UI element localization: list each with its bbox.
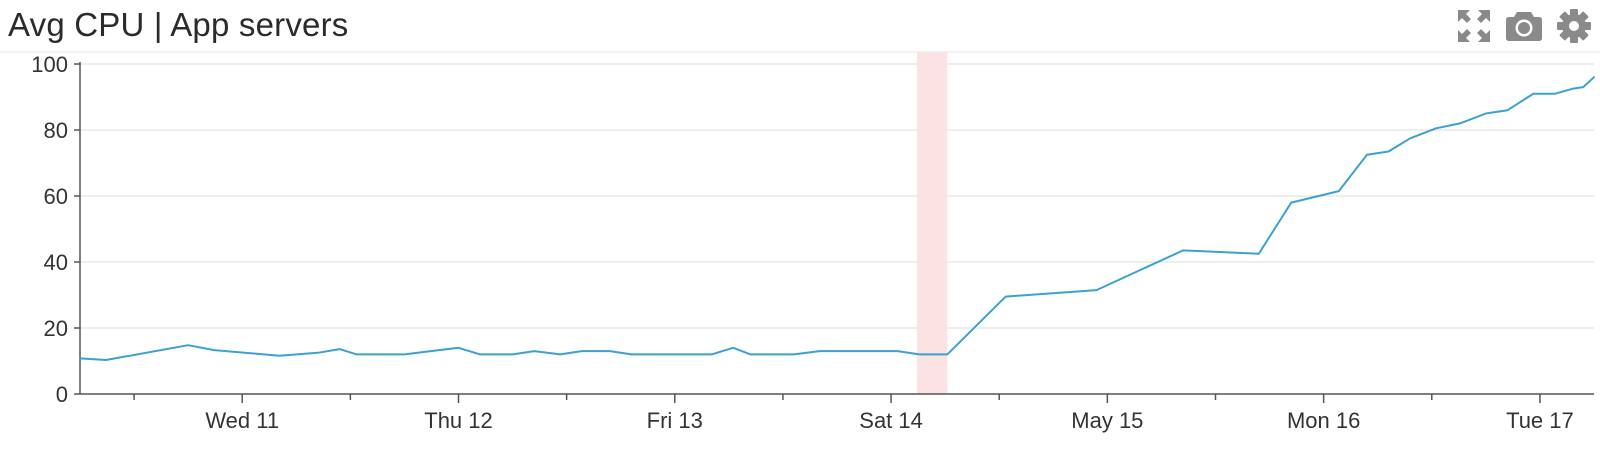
widget-header: Avg CPU | App servers [0, 0, 1600, 52]
x-tick-label: May 15 [1071, 408, 1143, 433]
data-point[interactable] [579, 348, 585, 354]
snapshot-button[interactable] [1504, 6, 1544, 46]
data-point[interactable] [1504, 107, 1510, 113]
data-point[interactable] [1580, 84, 1586, 90]
data-point[interactable] [895, 348, 901, 354]
settings-button[interactable] [1554, 6, 1594, 46]
data-point[interactable] [730, 345, 736, 351]
data-point[interactable] [1483, 111, 1489, 117]
data-point[interactable] [1386, 148, 1392, 154]
data-point[interactable] [77, 355, 83, 361]
data-point[interactable] [1433, 125, 1439, 131]
data-point[interactable] [1094, 287, 1100, 293]
data-point[interactable] [1457, 120, 1463, 126]
highlight-band [917, 52, 948, 394]
data-point[interactable] [401, 351, 407, 357]
data-point[interactable] [337, 346, 343, 352]
data-point[interactable] [1591, 74, 1597, 80]
y-tick-label: 80 [44, 118, 68, 143]
data-point[interactable] [456, 345, 462, 351]
data-point[interactable] [103, 357, 109, 363]
data-point[interactable] [607, 348, 613, 354]
y-tick-labels: 0 20 40 60 80 100 [31, 52, 68, 407]
x-tick-label: Thu 12 [424, 408, 493, 433]
data-point[interactable] [1003, 294, 1009, 300]
y-tick-label: 60 [44, 184, 68, 209]
grid-lines [0, 51, 1600, 329]
data-point[interactable] [354, 351, 360, 357]
highlight-band-rect [917, 52, 948, 394]
y-tick-label: 100 [31, 52, 68, 77]
x-tick-label: Fri 13 [647, 408, 703, 433]
data-point[interactable] [1364, 152, 1370, 158]
data-point[interactable] [817, 348, 823, 354]
series-layer[interactable] [77, 74, 1597, 363]
x-tick-label: Mon 16 [1287, 408, 1360, 433]
widget-toolbar [1454, 6, 1594, 46]
series-line[interactable] [79, 76, 1595, 361]
y-tick-label: 20 [44, 316, 68, 341]
data-point[interactable] [683, 351, 689, 357]
widget-title: Avg CPU | App servers [8, 6, 349, 43]
fullscreen-button[interactable] [1454, 6, 1494, 46]
expand-arrows-icon [1458, 10, 1490, 42]
data-point[interactable] [944, 351, 950, 357]
data-point[interactable] [747, 351, 753, 357]
gear-icon [1557, 9, 1591, 43]
data-point[interactable] [477, 351, 483, 357]
x-tick-label: Sat 14 [859, 408, 923, 433]
x-tick-labels: Wed 11 Thu 12 Fri 13 Sat 14 May 15 Mon 16 Tue … [205, 408, 1573, 433]
data-point[interactable] [629, 351, 635, 357]
data-point[interactable] [510, 351, 516, 357]
data-point[interactable] [1288, 200, 1294, 206]
data-point[interactable] [1180, 247, 1186, 253]
x-tick-label: Tue 17 [1506, 408, 1574, 433]
x-tick-label: Wed 11 [205, 408, 279, 433]
data-point[interactable] [1407, 135, 1413, 141]
data-point[interactable] [709, 351, 715, 357]
data-point[interactable] [315, 350, 321, 356]
axes [74, 62, 1594, 403]
data-point[interactable] [1256, 251, 1262, 257]
camera-icon [1506, 12, 1542, 41]
data-point[interactable] [1552, 91, 1558, 97]
data-point[interactable] [185, 342, 191, 348]
data-point[interactable] [1336, 188, 1342, 194]
data-point[interactable] [791, 351, 797, 357]
y-tick-label: 40 [44, 250, 68, 275]
data-point[interactable] [531, 348, 537, 354]
data-point[interactable] [557, 351, 563, 357]
data-point[interactable] [211, 347, 217, 353]
data-point[interactable] [276, 353, 282, 359]
data-point[interactable] [1569, 86, 1575, 92]
y-tick-label: 0 [56, 382, 68, 407]
data-point[interactable] [916, 351, 922, 357]
data-point[interactable] [1530, 91, 1536, 97]
